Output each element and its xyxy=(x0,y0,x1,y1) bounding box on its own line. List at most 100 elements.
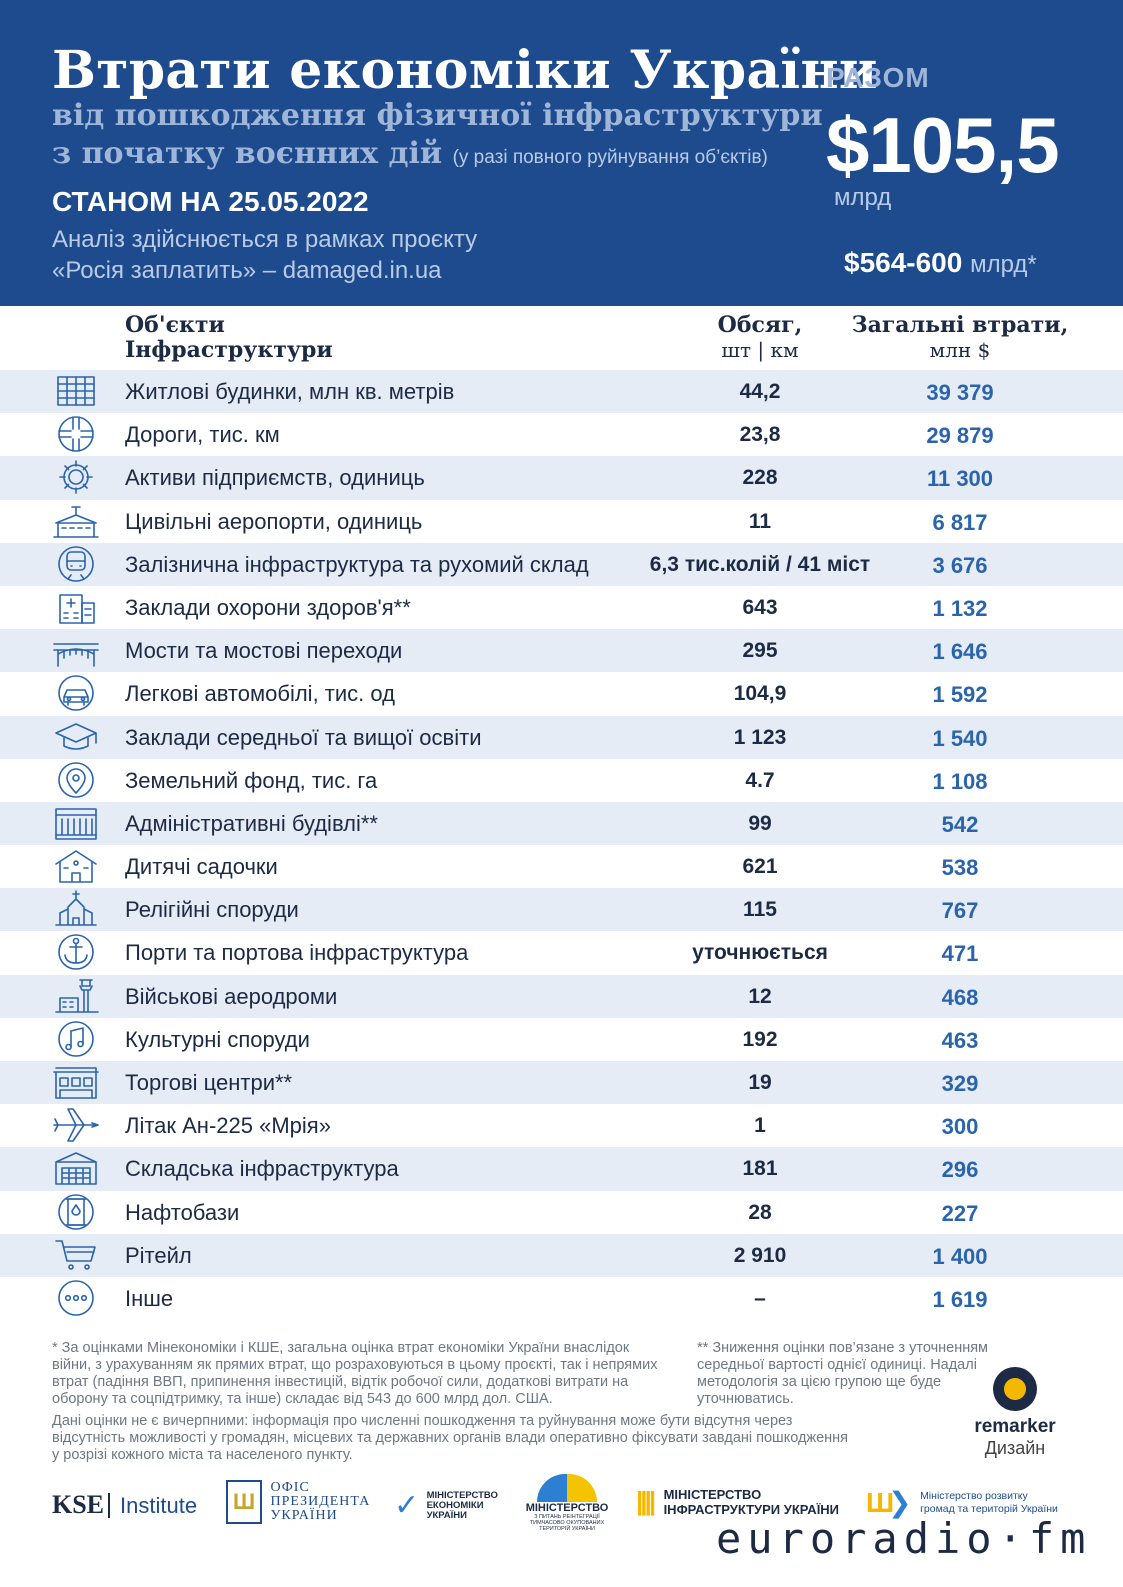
car-icon xyxy=(52,673,100,713)
ministry-reintegration-logo: МІНІСТЕРСТВО З ПИТАНЬ РЕІНТЕГРАЦІЇ ТИМЧА… xyxy=(524,1474,610,1532)
row-loss: 329 xyxy=(941,1071,979,1096)
row-loss: 11 300 xyxy=(926,466,994,492)
remarker-credit: remarker Дизайн xyxy=(960,1367,1070,1459)
row-object-name: Торгові центри** xyxy=(125,1070,293,1095)
table-row: Земельний фонд, тис. га 4.7 1 108 xyxy=(0,758,1123,802)
table-row: Мости та мостові переходи 295 1 646 xyxy=(0,629,1123,673)
ministry-infrastructure-bars-icon: |||| xyxy=(636,1486,656,1516)
total-unit: млрд xyxy=(834,184,892,211)
column-header-objects: Об'єкти Інфраструктури xyxy=(125,313,333,363)
analysis-line-2: «Росія заплатить» – damaged.in.ua xyxy=(52,257,442,284)
alternative-estimate-unit: млрд* xyxy=(970,251,1037,278)
footnote-revised-estimate: ** Зниження оцінки пов’язане з уточнення… xyxy=(697,1340,989,1407)
row-object-name: Порти та портова інфраструктура xyxy=(125,940,469,966)
trident-small-icon: Ш xyxy=(866,1486,895,1518)
table-row: Адміністративні будівлі** 99 542 xyxy=(0,801,1123,846)
row-volume: 104,9 xyxy=(733,682,787,706)
row-loss: 1 400 xyxy=(932,1243,988,1269)
table-row: Культурні споруди 192 463 xyxy=(0,1017,1123,1061)
row-object-name: Нафтобази xyxy=(125,1199,240,1225)
row-loss: 1 540 xyxy=(932,725,988,751)
row-loss: 1 646 xyxy=(932,639,988,665)
president-office-line-1: ОФІС xyxy=(270,1480,310,1495)
row-volume: уточнюється xyxy=(692,941,828,965)
map-pin-icon xyxy=(52,760,100,800)
ministry-infrastructure-line-1: МІНІСТЕРСТВО xyxy=(663,1486,762,1502)
row-object-name: Релігійні споруди xyxy=(125,897,299,923)
ministry-reintegration-subtitle: З ПИТАНЬ РЕІНТЕГРАЦІЇ ТИМЧАСОВО ОКУПОВАН… xyxy=(529,1514,605,1532)
row-object-name: Культурні споруди xyxy=(125,1026,310,1052)
row-object-name: Літак Ан-225 «Мрія» xyxy=(125,1113,331,1139)
graduation-cap-icon xyxy=(52,717,100,757)
row-object-name: Військові аеродроми xyxy=(125,983,338,1009)
row-object-name: Складська інфраструктура xyxy=(125,1156,399,1182)
ellipsis-icon xyxy=(52,1278,100,1318)
admin-building-icon xyxy=(52,803,100,843)
table-row: Складська інфраструктура 181 296 xyxy=(0,1147,1123,1191)
ministry-reintegration-name: МІНІСТЕРСТВО xyxy=(525,1502,609,1514)
train-icon xyxy=(52,544,100,584)
row-loss: 39 379 xyxy=(926,380,994,405)
ministry-communities-text: Міністерство розвитку громад та територі… xyxy=(920,1490,1058,1516)
column-header-volume-line-2: шт | км xyxy=(721,338,799,362)
row-object-name: Легкові автомобілі, тис. од xyxy=(125,681,395,707)
row-volume: 28 xyxy=(748,1200,772,1224)
table-row: Нафтобази 28 227 xyxy=(0,1190,1123,1234)
row-volume: 11 xyxy=(748,509,772,533)
row-volume: 44,2 xyxy=(739,380,781,403)
analysis-line-1: Аналіз здійснюється в рамках проєкту xyxy=(52,226,478,253)
column-header-losses-line-1: Загальні втрати, xyxy=(851,312,1069,338)
ministry-communities-line-1: Міністерство розвитку xyxy=(920,1489,1028,1502)
row-volume: 4.7 xyxy=(745,768,775,792)
column-header-losses-line-2: млн $ xyxy=(929,338,991,362)
chevron-right-icon: ❯ xyxy=(888,1487,912,1518)
row-volume: 2 910 xyxy=(733,1243,787,1267)
subtitle-note: (у разі повного руйнування об’єктів) xyxy=(452,147,768,168)
row-object-name: Дороги, тис. км xyxy=(125,422,280,448)
row-object-name: Дитячі садочки xyxy=(125,854,278,880)
trident-icon: Ш xyxy=(226,1480,262,1524)
ministry-infrastructure-text: МІНІСТЕРСТВО ІНФРАСТРУКТУРИ УКРАЇНИ xyxy=(664,1487,839,1517)
row-loss: 6 817 xyxy=(932,509,988,535)
table-row: Заклади середньої та вищої освіти 1 123 1 … xyxy=(0,715,1123,759)
church-icon xyxy=(52,889,100,929)
row-loss: 1 592 xyxy=(932,682,988,708)
president-office-logo: Ш ОФІС ПРЕЗИДЕНТА УКРАЇНИ xyxy=(226,1480,370,1524)
control-tower-icon xyxy=(52,976,100,1016)
row-loss: 463 xyxy=(941,1027,979,1053)
airplane-icon xyxy=(52,1105,100,1145)
row-loss: 471 xyxy=(941,941,979,967)
partner-logos: KSE Institute Ш ОФІС ПРЕЗИДЕНТА УКРАЇНИ ✓… xyxy=(0,1470,1123,1587)
alternative-estimate: $564-600 млрд* xyxy=(844,247,1037,279)
row-volume: 1 xyxy=(754,1114,766,1138)
president-office-line-2: ПРЕЗИДЕНТА xyxy=(270,1494,371,1509)
table-row: Цивільні аеропорти, одиниць 11 6 817 xyxy=(0,499,1123,543)
row-loss: 538 xyxy=(941,855,979,881)
footnote-total-estimate: * За оцінками Мінекономіки і КШЕ, загаль… xyxy=(52,1340,658,1407)
airport-icon xyxy=(52,501,100,541)
ministry-economy-line-1: МІНІСТЕРСТВО xyxy=(426,1489,498,1501)
fuel-tank-icon xyxy=(52,1192,100,1232)
total-value: $105,5 xyxy=(826,101,1060,189)
row-object-name: Мости та мостові переходи xyxy=(125,638,403,664)
kse-logo-mark: KSE xyxy=(52,1490,105,1519)
ministry-economy-logo: ✓ МІНІСТЕРСТВО ЕКОНОМІКИ УКРАЇНИ xyxy=(394,1488,498,1523)
building-icon xyxy=(52,371,100,411)
table-row: Літак Ан-225 «Мрія» 1 300 xyxy=(0,1104,1123,1148)
table-row: Торгові центри** 19 329 xyxy=(0,1061,1123,1105)
column-header-volume-line-1: Обсяг, xyxy=(717,312,803,338)
row-object-name: Земельний фонд, тис. га xyxy=(125,767,378,793)
anchor-icon xyxy=(52,932,100,972)
kse-logo: KSE Institute xyxy=(52,1490,198,1520)
mall-icon xyxy=(52,1062,100,1102)
president-office-line-3: УКРАЇНИ xyxy=(270,1508,338,1523)
ministry-economy-text: МІНІСТЕРСТВО ЕКОНОМІКИ УКРАЇНИ xyxy=(426,1489,498,1521)
row-loss: 227 xyxy=(941,1200,979,1226)
report-date: СТАНОМ НА 25.05.2022 xyxy=(52,186,369,217)
row-object-name: Залізнична інфраструктура та рухомий скл… xyxy=(125,551,589,577)
remarker-role: Дизайн xyxy=(984,1438,1046,1458)
infrastructure-table: Житлові будинки, млн кв. метрів 44,2 39 37… xyxy=(0,370,1123,1321)
row-loss: 1 108 xyxy=(932,768,988,794)
row-volume: 6,3 тис.колій / 41 міст xyxy=(649,552,871,576)
president-office-text: ОФІС ПРЕЗИДЕНТА УКРАЇНИ xyxy=(270,1481,370,1523)
